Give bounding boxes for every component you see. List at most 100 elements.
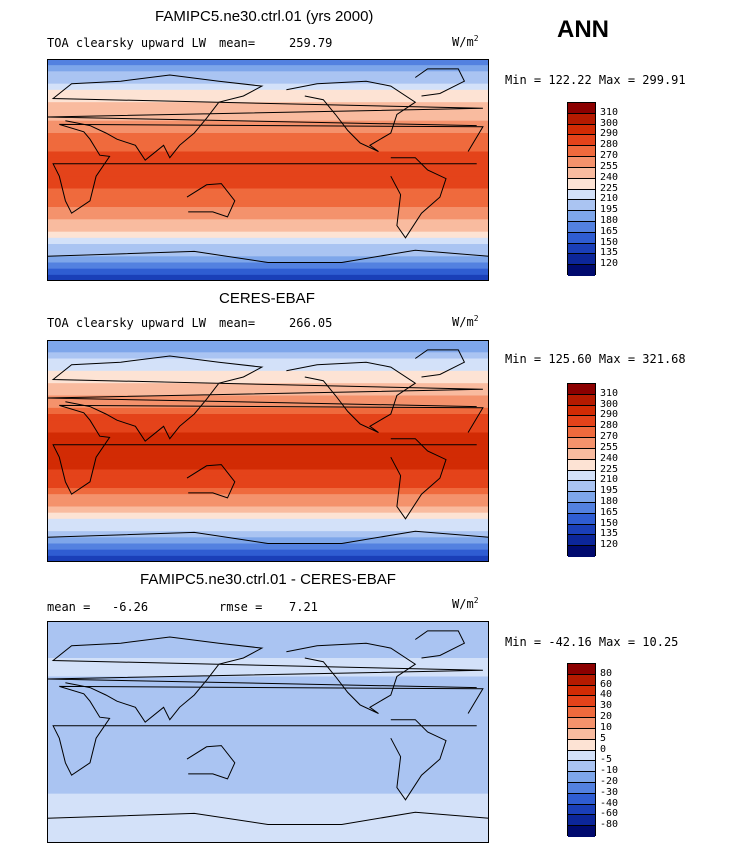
map-band — [47, 762, 489, 770]
panel1-colorbar — [567, 102, 596, 276]
panel2-variable: TOA clearsky upward LW — [47, 316, 206, 330]
map-band — [47, 383, 489, 390]
colorbar-tick-label: 210 — [600, 474, 619, 486]
colorbar-tick-label: 0 — [600, 743, 607, 755]
colorbar-swatch — [568, 103, 595, 114]
colorbar-tick-label: 5 — [600, 732, 607, 744]
map-band — [47, 769, 489, 776]
map-band — [47, 707, 489, 715]
colorbar-swatch — [568, 685, 595, 697]
map-band — [47, 96, 489, 103]
colorbar-tick-label: 270 — [600, 431, 619, 443]
colorbar-swatch — [568, 200, 595, 212]
map-band — [47, 664, 489, 671]
coastline — [415, 349, 466, 378]
panel1-units-exp: 2 — [473, 34, 479, 43]
colorbar-swatch — [568, 189, 595, 201]
panel3-mean-label: mean = — [47, 600, 91, 614]
coastline — [47, 74, 483, 161]
map-band — [47, 126, 489, 134]
map-band — [47, 645, 489, 653]
map-band — [47, 818, 489, 826]
colorbar-tick-label: 225 — [600, 463, 619, 475]
colorbar-tick-label: 270 — [600, 150, 619, 162]
map-band — [47, 389, 489, 397]
map-band — [47, 352, 489, 360]
colorbar-swatch — [568, 384, 595, 395]
colorbar-swatch — [568, 782, 595, 794]
colorbar-tick-label: 80 — [600, 667, 613, 679]
map-band — [47, 346, 489, 353]
panel1-mean-value: 259.79 — [289, 36, 333, 50]
panel2-minmax: Min = 125.60 Max = 321.68 — [505, 352, 686, 366]
map-band — [47, 488, 489, 495]
colorbar-tick-label: 300 — [600, 398, 619, 410]
map-band — [47, 494, 489, 501]
colorbar-tick-label: -80 — [600, 819, 619, 831]
map-band — [47, 543, 489, 551]
map-band — [47, 633, 489, 641]
map-band — [47, 145, 489, 153]
map-band — [47, 237, 489, 245]
map-band — [47, 537, 489, 545]
coastline — [286, 80, 417, 152]
map-band — [47, 639, 489, 647]
map-band — [47, 444, 489, 452]
map-band — [47, 457, 489, 464]
colorbar-tick-label: 60 — [600, 678, 613, 690]
map-band — [47, 793, 489, 801]
panel1-minmax: Min = 122.22 Max = 299.91 — [505, 73, 686, 87]
panel3-units-base: W/m — [452, 597, 474, 611]
colorbar-swatch — [568, 405, 595, 417]
map-band — [47, 627, 489, 634]
colorbar-swatch — [568, 135, 595, 147]
coastline — [52, 123, 484, 214]
map-band — [47, 120, 489, 128]
map-band — [47, 114, 489, 122]
map-band — [47, 725, 489, 733]
colorbar-swatch — [568, 674, 595, 686]
panel2-mean-label: mean= — [219, 316, 256, 330]
map-band — [47, 77, 489, 85]
colorbar-swatch — [568, 513, 595, 525]
map-band — [47, 744, 489, 752]
colorbar-tick-label: 290 — [600, 409, 619, 421]
map-band — [47, 799, 489, 807]
panel3-rmse-value: 7.21 — [289, 600, 318, 614]
map-band — [47, 401, 489, 409]
colorbar-swatch — [568, 664, 595, 675]
colorbar-swatch — [568, 167, 595, 179]
colorbar-swatch — [568, 772, 595, 783]
map-band — [47, 426, 489, 434]
map-band — [47, 407, 489, 415]
map-band — [47, 262, 489, 270]
colorbar-swatch — [568, 178, 595, 190]
colorbar-swatch — [568, 718, 595, 729]
colorbar-swatch — [568, 394, 595, 406]
map-band — [47, 65, 489, 72]
map-band — [47, 163, 489, 171]
panel2-units: W/m2 — [452, 314, 479, 329]
map-band — [47, 395, 489, 403]
colorbar-tick-label: 195 — [600, 485, 619, 497]
colorbar-tick-label: 310 — [600, 387, 619, 399]
map-band — [47, 207, 489, 214]
colorbar-swatch — [568, 157, 595, 168]
map-band — [47, 688, 489, 696]
map-band — [47, 108, 489, 116]
colorbar-swatch — [568, 793, 595, 805]
map-band — [47, 377, 489, 384]
map-band — [47, 475, 489, 483]
map-band — [47, 806, 489, 813]
panel2-title: CERES-EBAF — [219, 290, 315, 307]
colorbar-tick-label: 195 — [600, 204, 619, 216]
map-band — [47, 506, 489, 514]
coastline — [52, 404, 484, 495]
colorbar-swatch — [568, 750, 595, 762]
panel3-rmse-label: rmse = — [219, 600, 263, 614]
colorbar-tick-label: 20 — [600, 711, 613, 723]
colorbar-tick-label: 120 — [600, 539, 619, 551]
map-band — [47, 157, 489, 165]
map-band — [47, 102, 489, 109]
colorbar-tick-label: -20 — [600, 775, 619, 787]
